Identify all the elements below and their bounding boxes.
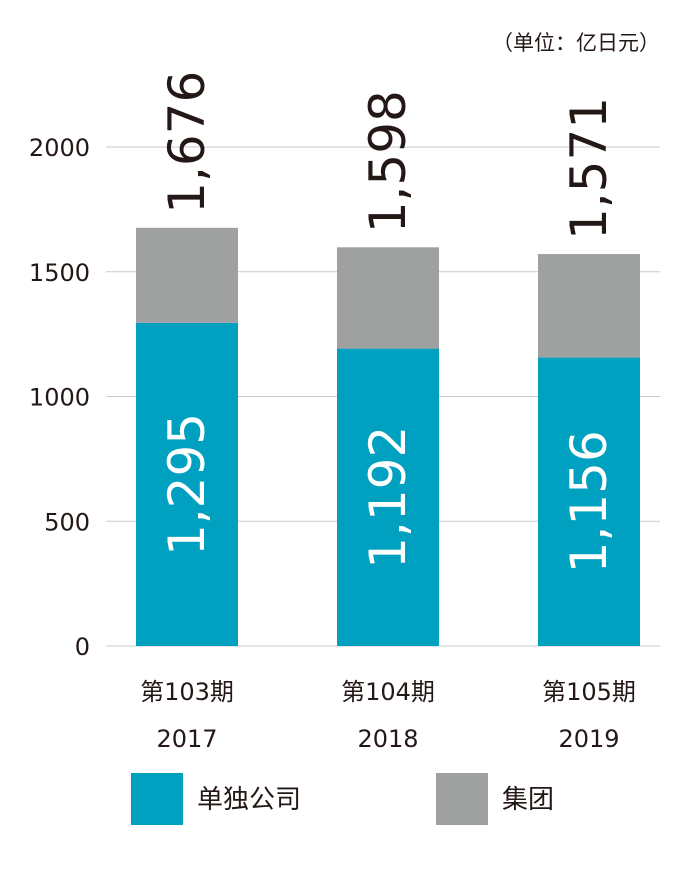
unit-label: （单位：亿日元）	[492, 31, 660, 55]
category-year-label-2019: 2019	[558, 725, 619, 753]
total-value-label-2019: 1,571	[560, 97, 618, 240]
y-tick-label-0: 0	[75, 633, 90, 661]
category-period-label-2018: 第104期	[341, 678, 435, 706]
total-value-label-2017: 1,676	[158, 71, 216, 214]
segment-value-label-2018: 1,192	[359, 426, 417, 569]
total-value-label-2018: 1,598	[359, 90, 417, 233]
bar-segment-group-2018	[337, 247, 439, 349]
y-tick-label-1500: 1500	[29, 259, 90, 287]
legend: 单独公司 集团	[131, 773, 554, 825]
x-axis: 第103期 2017 第104期 2018 第105期 2019	[140, 678, 636, 753]
bar-segment-company-2017	[136, 322, 238, 646]
y-tick-label-500: 500	[44, 508, 90, 536]
bar-segment-group-2019	[538, 254, 640, 358]
category-period-label-2019: 第105期	[542, 678, 636, 706]
legend-label-group: 集团	[502, 785, 554, 815]
bar-labels: 1,295 1,676 1,192 1,598 1,156 1,571	[158, 71, 618, 574]
bars	[136, 227, 640, 646]
category-year-label-2018: 2018	[357, 725, 418, 753]
legend-swatch-company	[131, 773, 183, 825]
y-tick-label-1000: 1000	[29, 384, 90, 412]
segment-value-label-2019: 1,156	[560, 430, 618, 573]
bar-segment-company-2019	[538, 357, 640, 646]
segment-value-label-2017: 1,295	[158, 413, 216, 556]
y-axis: 0 500 1000 1500 2000	[29, 134, 90, 661]
legend-swatch-group	[436, 773, 488, 825]
bar-segment-group-2017	[136, 227, 238, 323]
bar-segment-company-2018	[337, 348, 439, 646]
y-tick-label-2000: 2000	[29, 134, 90, 162]
category-year-label-2017: 2017	[156, 725, 217, 753]
legend-label-company: 单独公司	[197, 785, 301, 815]
category-period-label-2017: 第103期	[140, 678, 234, 706]
